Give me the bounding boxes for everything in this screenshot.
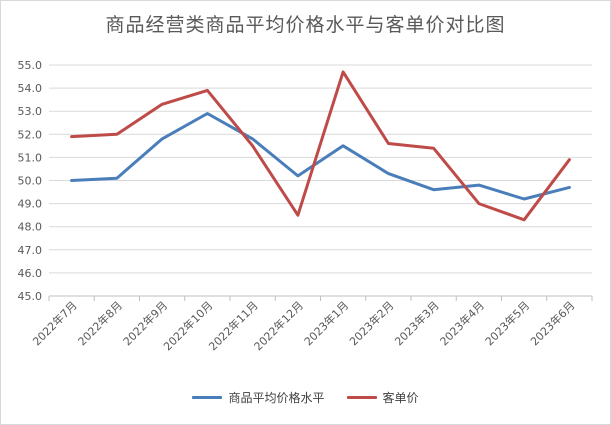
series-0-point xyxy=(161,138,163,140)
x-axis-ticks: 2022年7月2022年8月2022年9月2022年10月2022年11月202… xyxy=(30,298,578,353)
y-tick-label: 51.0 xyxy=(18,151,43,164)
series-0-point xyxy=(478,184,480,186)
x-tick-label: 2022年9月 xyxy=(120,298,170,348)
x-tick-label: 2023年3月 xyxy=(392,298,442,348)
series-1-point xyxy=(433,147,435,149)
legend-item-series-1: 客单价 xyxy=(346,389,419,406)
y-tick-label: 54.0 xyxy=(18,82,43,95)
series-1-point xyxy=(478,203,480,205)
legend-swatch-series-1 xyxy=(346,396,377,399)
y-tick-label: 47.0 xyxy=(18,244,43,257)
series-0-point xyxy=(387,173,389,175)
series-0-point xyxy=(71,180,73,181)
legend-label-series-0: 商品平均价格水平 xyxy=(228,391,325,405)
series-0-point xyxy=(297,175,299,177)
chart-title: 商品经营类商品平均价格水平与客单价对比图 xyxy=(105,14,506,36)
series-1-point xyxy=(116,133,118,135)
series-0-point xyxy=(523,198,525,200)
legend: 商品平均价格水平 客单价 xyxy=(1,389,610,406)
series-1-point xyxy=(252,145,254,147)
x-tick-label: 2023年1月 xyxy=(301,298,351,348)
series-0-point xyxy=(342,145,344,147)
x-tick-label: 2023年2月 xyxy=(346,298,396,348)
legend-item-series-0: 商品平均价格水平 xyxy=(192,389,325,406)
y-tick-label: 52.0 xyxy=(18,128,43,141)
y-tick-label: 46.0 xyxy=(18,267,43,280)
series-1-point xyxy=(568,159,570,161)
series-0-point xyxy=(433,189,435,191)
series-0-point xyxy=(568,186,570,188)
y-axis-ticks: 45.0 46.0 47.0 48.0 49.0 50.0 51.0 52.0 53.0 54.0… xyxy=(18,59,43,303)
x-tick-label: 2023年4月 xyxy=(437,298,487,348)
y-tick-label: 50.0 xyxy=(18,175,43,188)
x-tick-label: 2023年5月 xyxy=(482,298,532,348)
series-0-point xyxy=(252,138,254,140)
series-lines xyxy=(70,70,571,222)
series-0-point xyxy=(116,177,118,179)
series-1-point xyxy=(297,214,299,216)
series-1-point xyxy=(387,143,389,145)
series-1-point xyxy=(523,219,525,221)
series-1-point xyxy=(71,136,73,138)
series-0-point xyxy=(206,113,208,115)
legend-label-series-1: 客单价 xyxy=(382,391,419,405)
y-tick-label: 49.0 xyxy=(18,198,43,211)
series-1-point xyxy=(161,103,163,105)
x-tick-label: 2022年7月 xyxy=(30,298,80,348)
series-1-point xyxy=(206,89,208,91)
y-tick-label: 55.0 xyxy=(18,59,43,72)
x-tick-label: 2022年8月 xyxy=(75,298,125,348)
legend-swatch-series-0 xyxy=(192,396,223,399)
chart-canvas: 45.0 46.0 47.0 48.0 49.0 50.0 51.0 52.0 53.0 54.0… xyxy=(18,59,593,353)
series-1-point xyxy=(342,71,344,73)
series-line-0 xyxy=(70,112,571,201)
gridlines xyxy=(48,64,593,301)
y-tick-label: 53.0 xyxy=(18,105,43,118)
series-line-1 xyxy=(70,70,571,222)
y-tick-label: 45.0 xyxy=(18,290,43,303)
y-tick-label: 48.0 xyxy=(18,221,43,234)
x-tick-label: 2023年6月 xyxy=(527,298,577,348)
